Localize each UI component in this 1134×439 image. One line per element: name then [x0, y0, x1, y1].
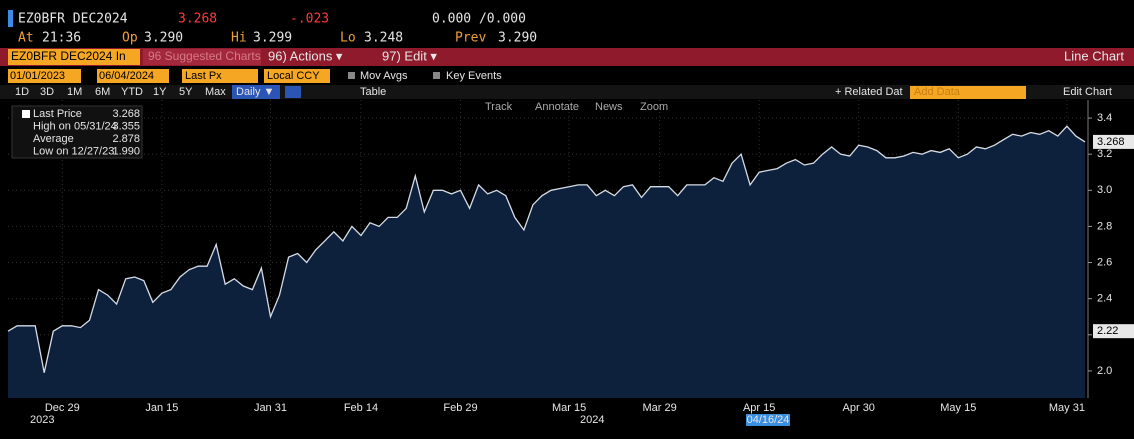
period-button[interactable]: 1Y: [153, 86, 167, 98]
y-tick-label: 2.0: [1097, 365, 1112, 377]
high-value: 3.299: [253, 31, 292, 46]
x-tick-label: Mar 29: [643, 402, 677, 414]
chart-tool[interactable]: Annotate: [535, 101, 579, 113]
suggested-box[interactable]: [143, 49, 261, 65]
security: EZ0BFR DEC2024 In: [11, 49, 126, 63]
start-date: 01/01/2023: [10, 70, 65, 82]
low-label: Lo: [340, 31, 356, 46]
period-button[interactable]: 1D: [15, 86, 29, 98]
legend-label: Average: [33, 133, 74, 145]
key-events[interactable]: Key Events: [446, 70, 502, 82]
focus-marker: [8, 10, 13, 27]
last-price: 3.268: [178, 12, 217, 27]
checkbox[interactable]: [348, 72, 355, 79]
end-date: 06/04/2024: [99, 70, 154, 82]
at-label: At: [18, 31, 34, 46]
toolbar: [0, 85, 1134, 99]
first-value-tag-box: [1093, 324, 1134, 339]
add-data-box[interactable]: [910, 86, 1026, 99]
year-label: 2023: [30, 414, 54, 426]
crosshair-date-box: [746, 414, 790, 426]
high-label: Hi: [231, 31, 247, 46]
related-data[interactable]: + Related Dat: [835, 86, 903, 98]
currency-box[interactable]: [264, 69, 330, 83]
actions-menu[interactable]: 96) Actions ▾: [268, 48, 343, 63]
frequency: Daily ▼: [236, 86, 274, 98]
area: [8, 126, 1085, 398]
mov-avgs[interactable]: Mov Avgs: [360, 70, 408, 82]
table-button[interactable]: Table: [360, 86, 386, 98]
x-tick-label: Feb 29: [443, 402, 477, 414]
edit-chart[interactable]: Edit Chart: [1063, 86, 1112, 98]
x-tick-label: Apr 15: [743, 402, 775, 414]
chart-tool[interactable]: Zoom: [640, 101, 668, 113]
year-label: 2024: [580, 414, 604, 426]
frequency-box[interactable]: [232, 85, 280, 99]
open-label: Op: [122, 31, 138, 46]
at-time: 21:36: [42, 31, 81, 46]
legend-label: High on 05/31/24: [33, 120, 117, 132]
security-box[interactable]: [8, 49, 140, 65]
period-button[interactable]: 6M: [95, 86, 110, 98]
edit-menu[interactable]: 97) Edit ▾: [382, 48, 437, 63]
period-button[interactable]: 5Y: [179, 86, 193, 98]
bid-ask: 0.000 /0.000: [432, 12, 526, 27]
checkbox[interactable]: [433, 72, 440, 79]
x-tick-label: Feb 14: [344, 402, 378, 414]
field-box[interactable]: [182, 69, 258, 83]
open-value: 3.290: [144, 31, 183, 46]
legend-label: Low on 12/27/23: [33, 145, 114, 157]
low-value: 3.248: [364, 31, 403, 46]
y-tick-label: 3.0: [1097, 184, 1112, 196]
period-button[interactable]: 3D: [40, 86, 54, 98]
legend-value: 3.268: [112, 108, 140, 120]
chart-tool[interactable]: News: [595, 101, 623, 113]
period-button[interactable]: 1M: [67, 86, 82, 98]
legend-box: [11, 105, 143, 159]
ticker: EZ0BFR DEC2024: [18, 12, 128, 27]
y-tick-label: 2.4: [1097, 293, 1112, 305]
last-value-tag: 3.268: [1097, 136, 1125, 148]
chart-tool[interactable]: Track: [485, 101, 513, 113]
y-tick-label: 3.4: [1097, 112, 1112, 124]
legend-value: 3.355: [112, 120, 140, 132]
last-value-tag-box: [1093, 134, 1134, 149]
legend-value: 2.878: [112, 133, 140, 145]
y-tick-label: 2.8: [1097, 220, 1112, 232]
end-date-box[interactable]: [97, 69, 169, 83]
line-icon[interactable]: [285, 86, 301, 98]
menu-bar: [0, 48, 1134, 66]
x-tick-label: May 15: [940, 402, 976, 414]
legend-swatch: [22, 110, 30, 118]
x-tick-label: Apr 30: [843, 402, 875, 414]
period-button[interactable]: YTD: [121, 86, 143, 98]
prev-label: Prev: [455, 31, 486, 46]
suggested-charts: 96 Suggested Charts: [148, 49, 261, 63]
x-tick-label: Mar 15: [552, 402, 586, 414]
crosshair-date: 04/16/24: [747, 414, 790, 426]
chart-type: Line Chart: [1064, 48, 1124, 63]
start-date-box[interactable]: [8, 69, 81, 83]
x-tick-label: May 31: [1049, 402, 1085, 414]
line: [7, 125, 1086, 373]
first-value-tag: 2.22: [1097, 325, 1118, 337]
add-data: Add Data: [914, 86, 961, 98]
y-tick-label: 2.6: [1097, 256, 1112, 268]
prev-value: 3.290: [498, 31, 537, 46]
period-button[interactable]: Max: [205, 86, 226, 98]
change: -.023: [290, 12, 329, 27]
x-tick-label: Jan 31: [254, 402, 287, 414]
currency: Local CCY: [267, 70, 320, 82]
legend-label: Last Price: [33, 108, 82, 120]
field: Last Px: [185, 70, 222, 82]
legend-value: 1.990: [112, 145, 140, 157]
x-tick-label: Jan 15: [145, 402, 178, 414]
y-tick-label: 3.2: [1097, 148, 1112, 160]
x-tick-label: Dec 29: [45, 402, 80, 414]
